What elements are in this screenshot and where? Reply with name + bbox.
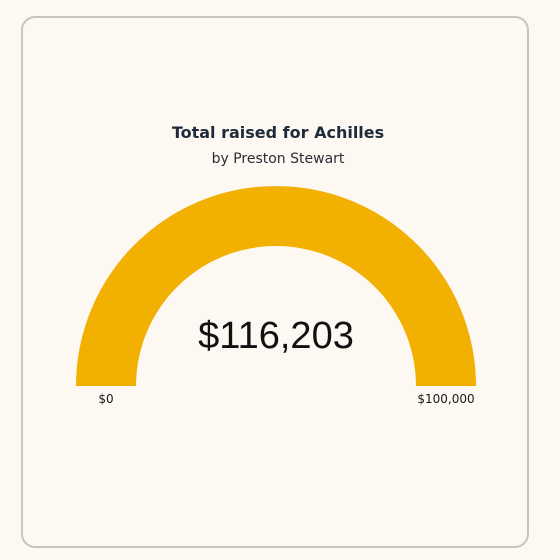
gauge-max-label: $100,000 [417,392,474,406]
gauge-value-label: $116,203 [198,315,354,357]
chart-subtitle: by Preston Stewart [211,151,345,167]
gauge-fill [76,186,476,386]
chart-title: Total raised for Achilles [171,123,385,142]
gauge-min-label: $0 [98,392,113,406]
